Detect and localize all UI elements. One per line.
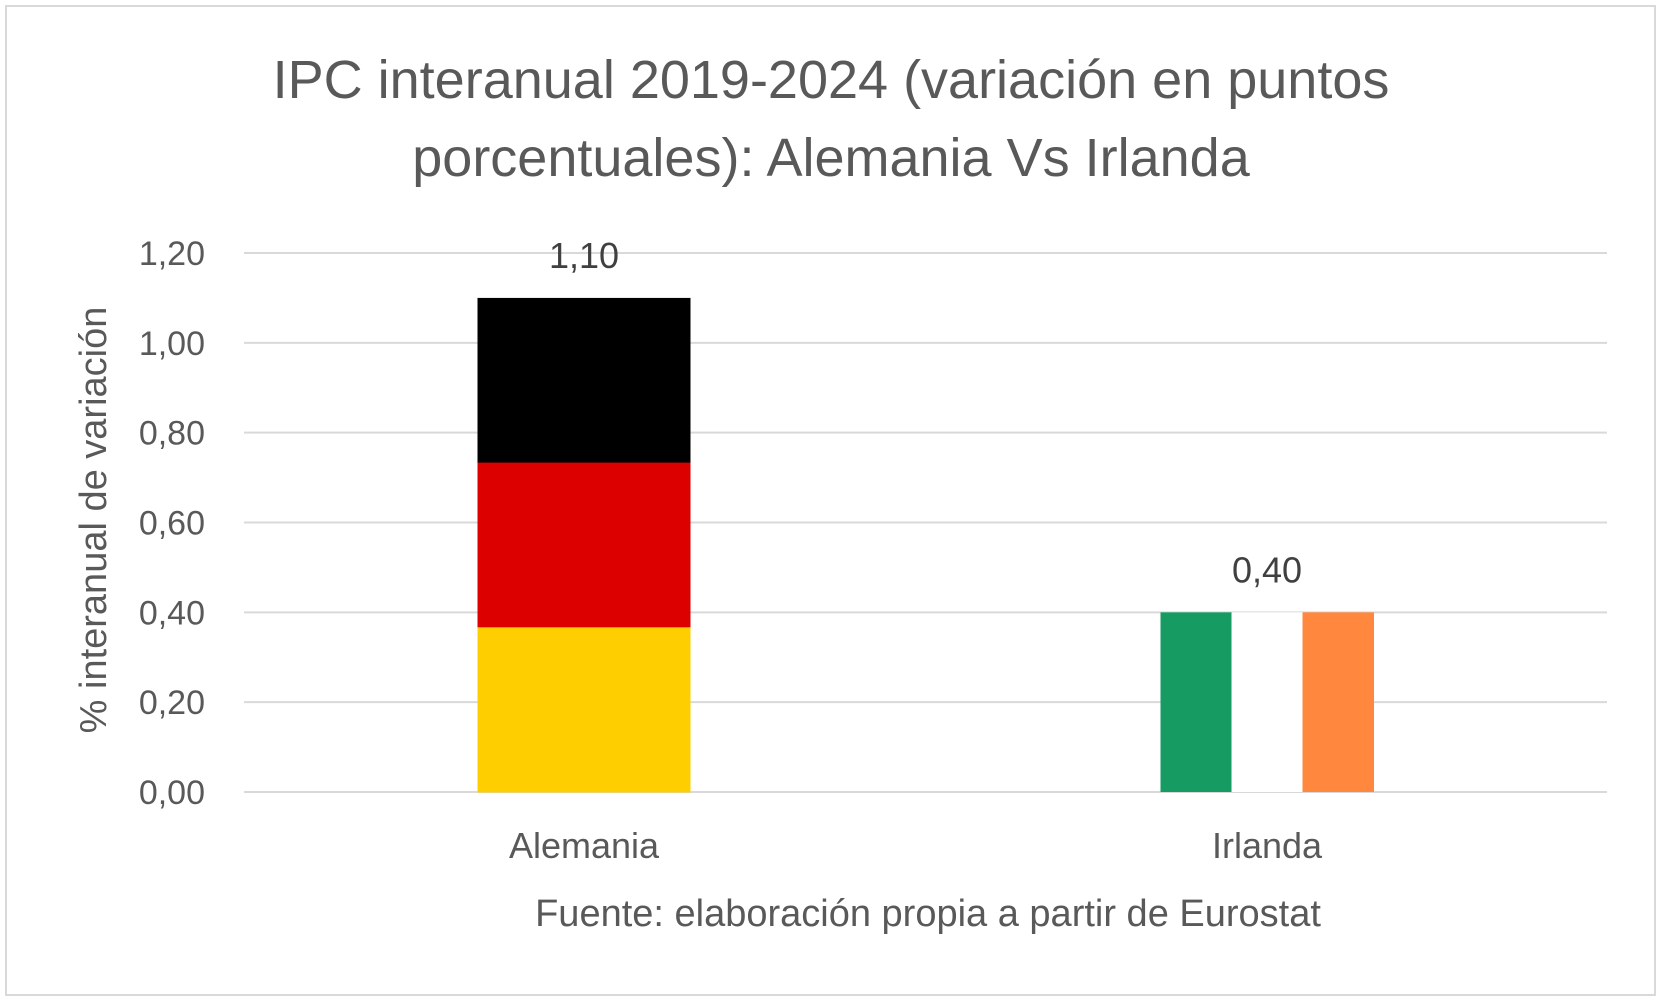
y-axis-title: % interanual de variación <box>73 307 115 734</box>
bar-alemania <box>477 297 691 793</box>
data-labels: 1,10 0,40 <box>549 235 1302 590</box>
chart-frame <box>5 5 1656 996</box>
y-tick-label: 1,20 <box>139 235 205 273</box>
x-axis-source-note: Fuente: elaboración propia a partir de E… <box>535 893 1321 935</box>
chart-title-line-2: porcentuales): Alemania Vs Irlanda <box>412 128 1250 188</box>
gridlines <box>244 252 1607 793</box>
chart-title-line-1: IPC interanual 2019-2024 (variación en p… <box>273 50 1390 110</box>
y-tick-label: 0,40 <box>139 594 205 632</box>
data-label: 1,10 <box>549 235 619 276</box>
chart-title: IPC interanual 2019-2024 (variación en p… <box>273 50 1390 188</box>
bars <box>477 297 1374 793</box>
x-axis-categories: Alemania Irlanda <box>509 825 1323 866</box>
bar-stripe <box>477 627 691 793</box>
bar-stripe <box>1302 612 1374 792</box>
y-tick-label: 0,80 <box>139 415 205 453</box>
y-tick-label: 0,00 <box>139 774 205 812</box>
y-axis-ticks: 0,00 0,20 0,40 0,60 0,80 1,00 1,20 <box>139 235 205 812</box>
x-tick-label: Alemania <box>509 825 660 866</box>
y-tick-label: 0,60 <box>139 505 205 543</box>
y-tick-label: 1,00 <box>139 325 205 363</box>
bar-stripe <box>477 462 691 628</box>
bar-irlanda <box>1160 612 1374 792</box>
bar-stripe <box>1231 612 1303 792</box>
bar-stripe <box>1160 612 1232 792</box>
bar-stripe <box>477 297 691 464</box>
data-label: 0,40 <box>1232 549 1302 590</box>
x-tick-label: Irlanda <box>1212 825 1323 866</box>
y-tick-label: 0,20 <box>139 684 205 722</box>
